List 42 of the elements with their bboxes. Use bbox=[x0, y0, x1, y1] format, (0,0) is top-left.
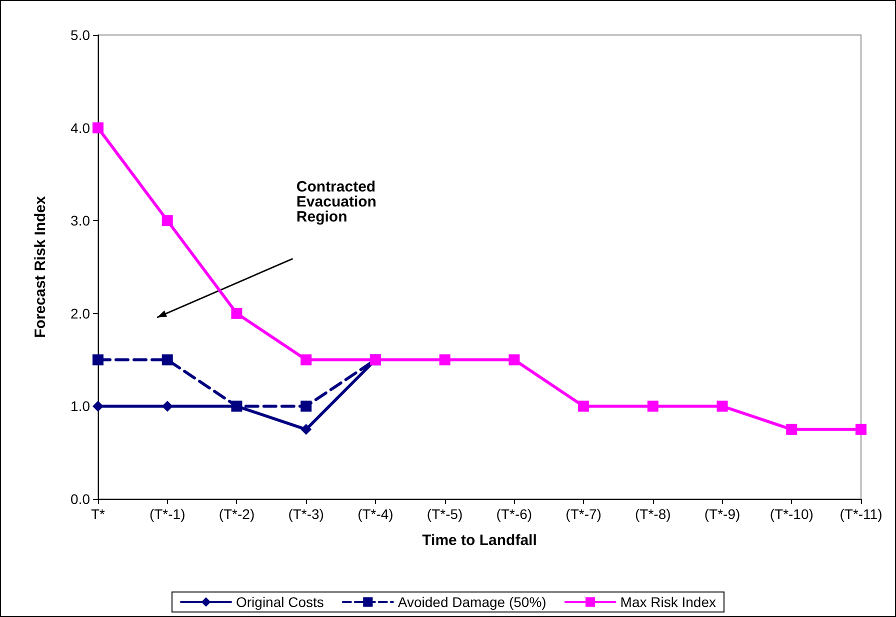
x-tick-label: (T*-2) bbox=[218, 506, 255, 522]
x-tick-label: (T*-5) bbox=[426, 506, 463, 522]
point bbox=[578, 400, 590, 412]
point bbox=[716, 400, 728, 412]
x-axis-title: Time to Landfall bbox=[422, 532, 537, 549]
point bbox=[162, 400, 173, 412]
point bbox=[786, 424, 798, 435]
point bbox=[92, 400, 104, 412]
y-tick-label: 1.0 bbox=[70, 398, 90, 414]
point bbox=[162, 215, 173, 226]
x-tick-label: (T*-1) bbox=[149, 506, 186, 522]
x-tick-label: T* bbox=[91, 506, 106, 522]
x-tick-label: (T*-10) bbox=[770, 506, 814, 522]
x-tick-label: (T*-6) bbox=[496, 506, 532, 522]
y-tick-label: 3.0 bbox=[70, 212, 90, 229]
point bbox=[647, 400, 658, 412]
point bbox=[300, 354, 312, 366]
y-tick-label: 2.0 bbox=[70, 305, 90, 322]
y-axis-title: Forecast Risk Index bbox=[32, 195, 49, 338]
point bbox=[439, 354, 450, 366]
point bbox=[231, 308, 242, 319]
y-tick-label: 0.0 bbox=[70, 491, 90, 507]
x-tick-label: (T*-4) bbox=[358, 506, 394, 522]
x-tick-label: (T*-3) bbox=[288, 506, 324, 522]
x-tick-label: (T*-11) bbox=[840, 506, 882, 522]
legend-label: Max Risk Index bbox=[620, 594, 716, 610]
point bbox=[856, 424, 866, 435]
point bbox=[162, 354, 173, 366]
point bbox=[300, 424, 312, 435]
x-tick-label: (T*-9) bbox=[704, 506, 740, 522]
annotation: Contracted Evacuation Region bbox=[296, 178, 376, 226]
x-tick-label: (T*-7) bbox=[566, 506, 602, 522]
point bbox=[92, 122, 104, 134]
x-tick-label: (T*-8) bbox=[635, 506, 671, 522]
y-tick-label: 4.0 bbox=[70, 120, 90, 136]
point bbox=[508, 354, 520, 366]
point bbox=[92, 354, 104, 366]
legend-label: Avoided Damage (50%) bbox=[398, 594, 546, 610]
legend-label: Original Costs bbox=[236, 594, 324, 610]
point bbox=[300, 400, 312, 412]
point bbox=[231, 400, 242, 412]
y-tick-label: 5.0 bbox=[70, 27, 90, 43]
